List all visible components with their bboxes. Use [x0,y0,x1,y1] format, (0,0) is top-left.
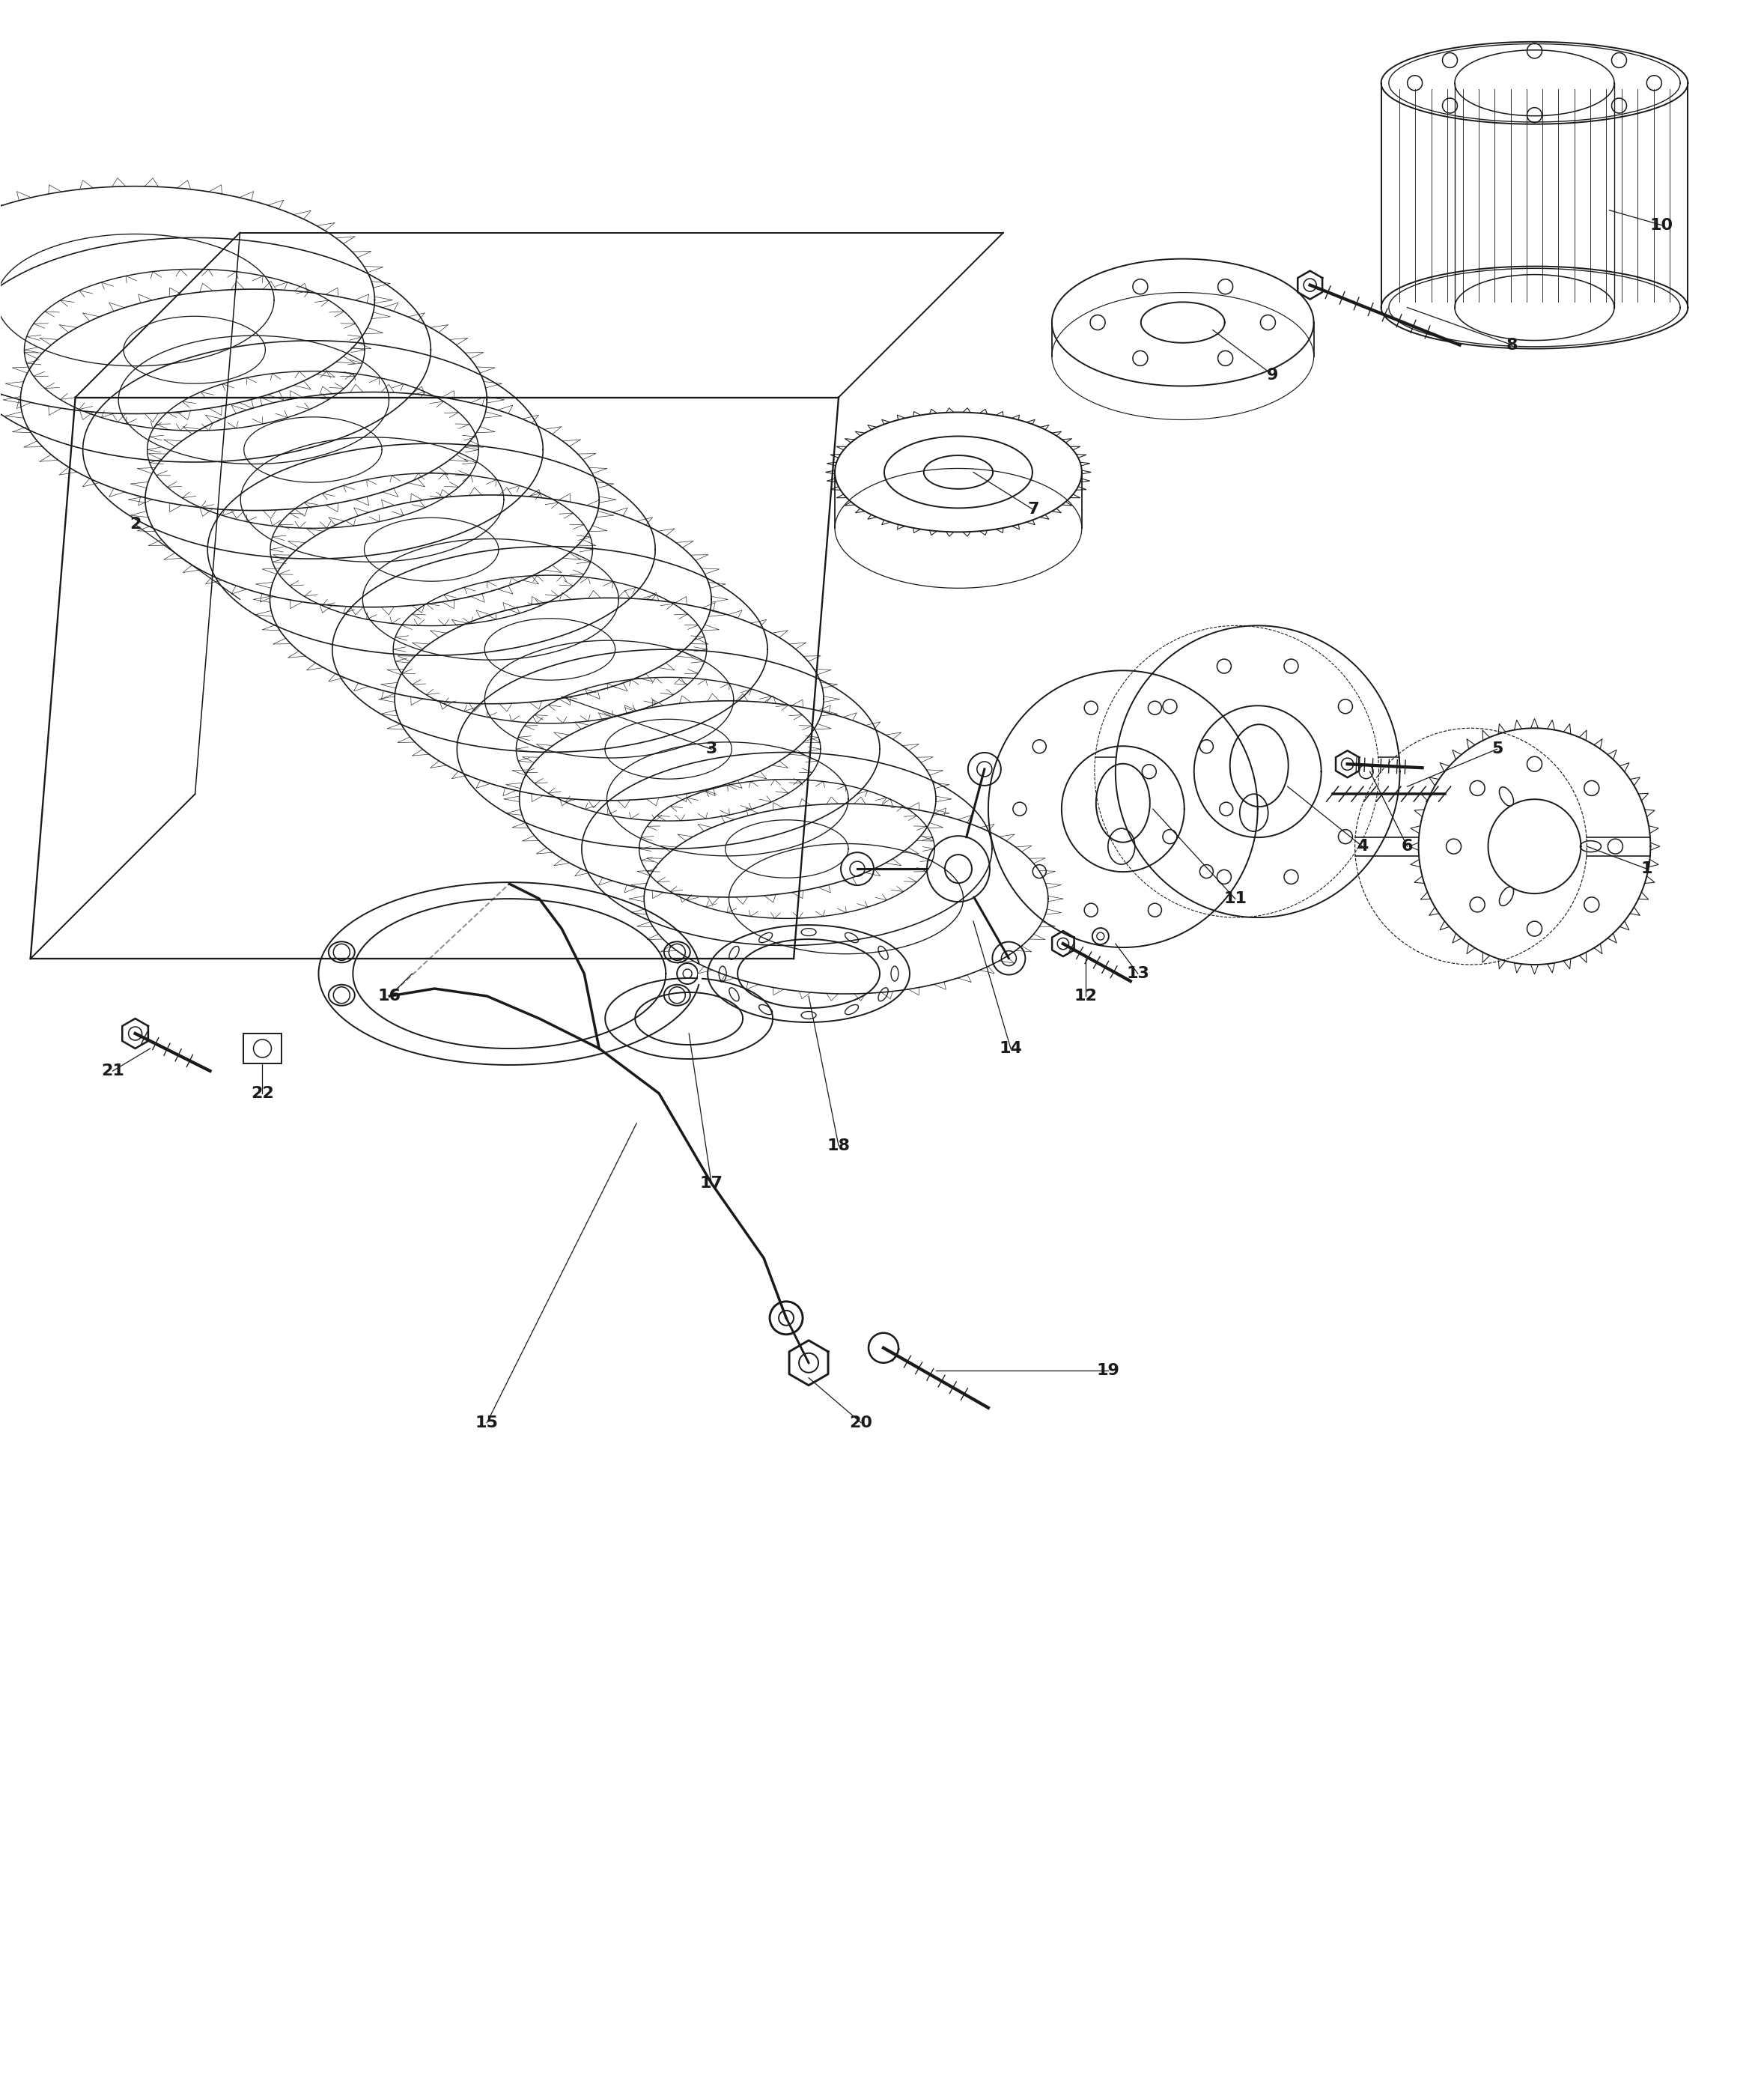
Text: 17: 17 [700,1176,723,1191]
Text: 10: 10 [1649,219,1674,233]
Text: 15: 15 [475,1416,499,1430]
Text: 19: 19 [1097,1364,1120,1378]
Text: 11: 11 [1224,891,1247,906]
Text: 14: 14 [998,1041,1023,1056]
Text: 5: 5 [1491,741,1503,756]
Text: 12: 12 [1074,989,1097,1004]
Text: 16: 16 [377,989,400,1004]
Text: 21: 21 [101,1064,123,1078]
Text: 7: 7 [1027,502,1039,516]
Text: 20: 20 [850,1416,873,1430]
Text: 13: 13 [1127,966,1150,981]
Text: 18: 18 [827,1139,850,1153]
Text: 6: 6 [1401,839,1413,854]
Text: 3: 3 [706,741,718,756]
Text: 9: 9 [1267,366,1279,383]
Text: 2: 2 [129,516,141,533]
Text: 8: 8 [1506,337,1517,352]
Text: 22: 22 [250,1087,273,1101]
Text: 1: 1 [1641,862,1653,877]
Text: 4: 4 [1357,839,1369,854]
